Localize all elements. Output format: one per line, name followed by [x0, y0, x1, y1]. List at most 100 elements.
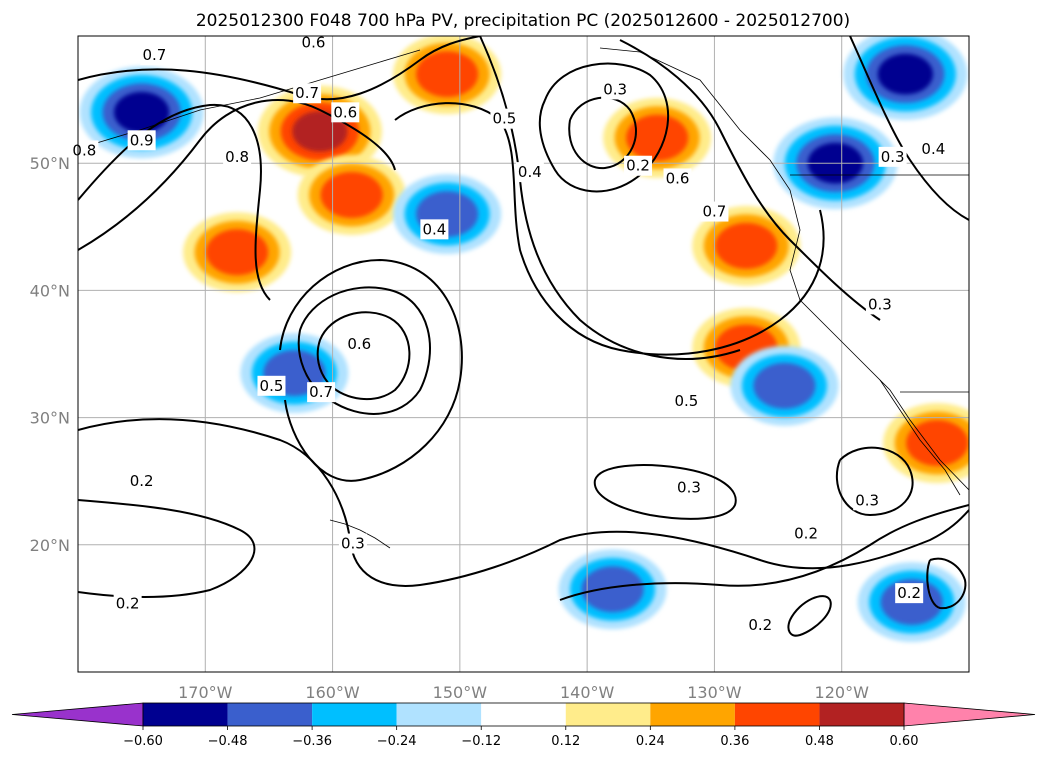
contour-label-halo — [223, 146, 252, 167]
colorbar-tick-label: −0.36 — [292, 734, 332, 749]
contour-label: 0.5 — [260, 377, 284, 395]
contour-label-halo — [113, 593, 142, 614]
latitude-tick-label: 50°N — [30, 154, 70, 173]
longitude-tick-label: 160°W — [305, 683, 360, 702]
precip-region — [603, 97, 712, 178]
contour-label: 0.6 — [302, 33, 326, 51]
colorbar-tick-label: −0.12 — [461, 734, 501, 749]
contour-label: 0.5 — [674, 392, 698, 410]
precip-region — [730, 345, 839, 426]
contour-label: 0.3 — [603, 80, 627, 98]
coastlines — [89, 47, 969, 549]
contour-label-halo — [70, 140, 99, 161]
pv-contour-0.3-baja — [835, 446, 914, 517]
contour-label-halo — [307, 382, 336, 403]
contour-label: 0.6 — [347, 335, 371, 353]
precip-region — [692, 205, 801, 286]
contour-label-halo — [624, 155, 653, 176]
precip-region — [393, 36, 502, 115]
latitude-tick-labels: 20°N 30°N 40°N 50°N — [30, 154, 70, 555]
longitude-tick-label: 150°W — [433, 683, 488, 702]
contour-label-halo — [663, 168, 692, 189]
contour-label: 0.3 — [677, 479, 701, 497]
coastline-north-america — [599, 47, 969, 491]
contour-label: 0.8 — [225, 148, 249, 166]
contour-label: 0.9 — [130, 131, 154, 149]
colorbar-tick-label: 0.60 — [890, 734, 919, 749]
longitude-tick-label: 130°W — [687, 683, 742, 702]
colorbar-segment — [819, 703, 904, 726]
contour-label: 0.2 — [626, 157, 650, 175]
contour-label-halo — [700, 201, 729, 222]
contour-label-halo — [672, 391, 701, 412]
colorbar-segment — [565, 703, 651, 726]
colorbar: −0.60 −0.48 −0.36 −0.24 −0.12 0.12 0.24 0.36 0.4… — [11, 702, 1036, 749]
contour-label-halo — [853, 490, 882, 511]
pv-contour-0.2-south — [78, 499, 256, 598]
contour-label: 0.3 — [868, 295, 892, 313]
contour-label: 0.3 — [855, 491, 879, 509]
precip-region-level — [320, 172, 383, 218]
pv-contour-0.4-north — [619, 39, 881, 321]
contour-label-halo — [338, 533, 367, 554]
contour-label: 0.4 — [422, 220, 446, 238]
contour-label-halo — [127, 130, 156, 151]
pv-contour-0.4-center — [479, 36, 741, 360]
contour-label: 0.3 — [881, 148, 905, 166]
contour-label-halo — [865, 294, 894, 315]
colorbar-segment — [143, 703, 228, 726]
colorbar-frame — [142, 702, 905, 727]
colorbar-segment — [481, 703, 566, 726]
colorbar-extend-min — [11, 702, 144, 727]
contour-label-halo — [299, 32, 328, 53]
contour-label: 0.7 — [295, 84, 319, 102]
precip-region — [297, 155, 406, 235]
longitude-tick-labels: 170°W 160°W 150°W 140°W 130°W 120°W — [178, 683, 869, 702]
precip-region-level — [906, 420, 969, 466]
contour-label-halo — [127, 471, 156, 492]
contour-label-halo — [746, 614, 775, 635]
precip-region — [183, 212, 292, 293]
contour-label: 0.4 — [921, 140, 945, 158]
pv-contour-0.5-cutoff — [279, 258, 463, 482]
contour-label-halo — [140, 45, 169, 66]
colorbar-extend-max — [903, 702, 1036, 727]
colorbar-tick-label: 0.36 — [720, 734, 749, 749]
precip-region-level — [877, 53, 933, 95]
coastline-aleutians — [89, 49, 421, 146]
precip-region — [79, 66, 204, 159]
colorbar-tick-label: −0.24 — [377, 734, 417, 749]
pv-contour-0.7-north — [78, 36, 481, 101]
pv-contour-0.2-small — [787, 595, 832, 637]
colorbar-segment — [734, 703, 820, 726]
contour-label-halo — [420, 219, 449, 240]
precip-region-level — [581, 566, 644, 613]
latitude-tick-label: 40°N — [30, 281, 70, 300]
chart-title: 2025012300 F048 700 hPa PV, precipitatio… — [196, 11, 850, 31]
contour-label-halo — [792, 523, 821, 544]
colorbar-segment — [312, 703, 397, 726]
contour-label-halo — [490, 108, 519, 129]
map-frame — [77, 35, 970, 673]
colorbar-tick-label: 0.24 — [636, 734, 665, 749]
contour-label: 0.2 — [897, 584, 921, 602]
contour-label-halo — [919, 139, 948, 160]
contour-label: 0.5 — [492, 110, 516, 128]
contour-label-halo — [878, 146, 907, 167]
contour-label-halo — [895, 583, 924, 604]
colorbar-segment — [650, 703, 735, 726]
contour-label-halo — [345, 333, 374, 354]
contour-label: 0.2 — [130, 472, 154, 490]
precip-region-level — [206, 229, 269, 276]
pv-contour-0.2-mexico — [926, 557, 967, 610]
colorbar-tick-label: −0.48 — [208, 734, 248, 749]
latitude-tick-label: 30°N — [30, 409, 70, 428]
contour-label: 0.8 — [72, 141, 96, 159]
contour-label: 0.3 — [341, 535, 365, 553]
colorbar-tick-label: −0.60 — [123, 734, 163, 749]
pv-contour-0.2-low — [568, 96, 637, 170]
contour-label-halo — [515, 162, 544, 183]
contour-label-halo — [293, 83, 322, 104]
contour-label: 0.6 — [666, 169, 690, 187]
